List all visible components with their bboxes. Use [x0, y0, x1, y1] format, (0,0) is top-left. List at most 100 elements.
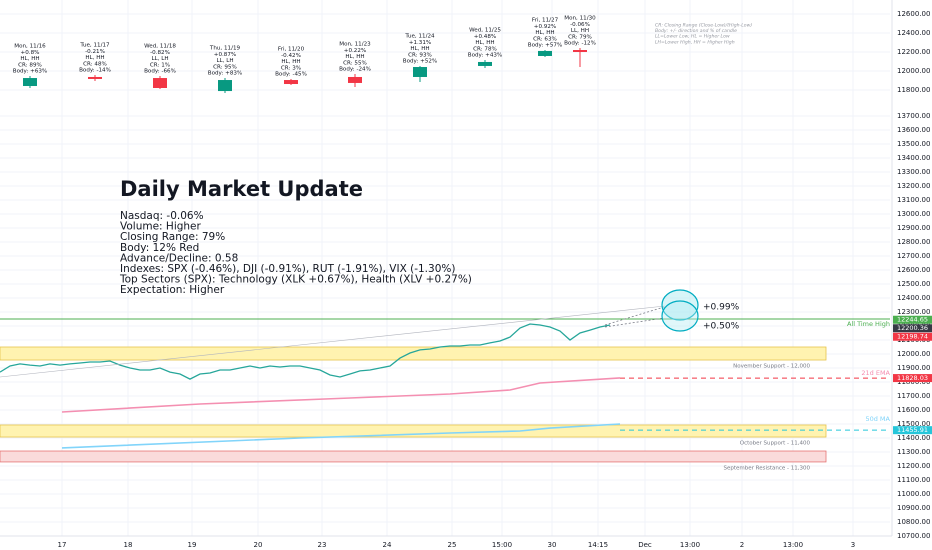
- x-tick-label: 30: [548, 541, 557, 549]
- y-tick-label: 12600.00: [897, 266, 930, 274]
- card-line: Thu, 11/19: [209, 46, 241, 52]
- card-line: LL, LH: [216, 58, 233, 64]
- card-line: CR: 3%: [281, 65, 301, 71]
- card-line: HL, HH: [281, 59, 300, 65]
- candle-body: [348, 76, 362, 83]
- price-tag-label: 12198.74: [897, 333, 928, 341]
- y-tick-label: 11000.00: [897, 490, 930, 498]
- projection-line: [604, 317, 665, 328]
- update-title: Daily Market Update: [120, 177, 363, 201]
- zone-band: [0, 424, 827, 438]
- candle-body: [538, 50, 552, 56]
- candle-body: [88, 76, 102, 79]
- y-tick-label: 12300.00: [897, 308, 930, 316]
- x-tick-label: 18: [124, 541, 133, 549]
- x-tick-label: 20: [254, 541, 263, 549]
- candle-body: [218, 80, 232, 92]
- card-line: +0.22%: [344, 48, 366, 54]
- series-label: 50d MA: [865, 415, 890, 423]
- card-line: Wed, 11/25: [469, 27, 501, 33]
- card-line: LL, LH: [151, 56, 168, 62]
- update-line: Volume: Higher: [120, 221, 202, 233]
- card-line: Body: -12%: [564, 41, 596, 47]
- card-line: Body: -66%: [144, 69, 176, 75]
- y-tick-label: 11200.00: [897, 462, 930, 470]
- y-tick-label: 13100.00: [897, 196, 930, 204]
- x-tick-label: 19: [188, 541, 197, 549]
- legend-note: LH=Lower High, HH = Higher High: [655, 39, 735, 45]
- update-line: Body: 12% Red: [120, 242, 199, 254]
- card-line: Fri, 11/27: [532, 18, 559, 24]
- legend-note: Body: +/- direction and % of candle: [655, 28, 737, 34]
- card-line: -0.82%: [150, 50, 170, 56]
- x-tick-label: 3: [851, 541, 855, 549]
- card-line: CR: 79%: [568, 34, 592, 40]
- update-line: Nasdaq: -0.06%: [120, 210, 204, 222]
- card-line: -0.21%: [85, 49, 105, 55]
- y-tick-label: 13400.00: [897, 154, 930, 162]
- y-tick-label: 12000.00: [897, 67, 930, 75]
- card-line: Tue, 11/17: [79, 42, 110, 48]
- card-line: HL, HH: [535, 30, 554, 36]
- y-tick-label: 13500.00: [897, 140, 930, 148]
- x-tick-label: Dec: [638, 541, 652, 549]
- card-line: CR: 78%: [473, 46, 497, 52]
- update-line: Closing Range: 79%: [120, 231, 225, 243]
- card-line: CR: 48%: [83, 61, 107, 67]
- series-line: [0, 323, 611, 380]
- y-tick-label: 11700.00: [897, 392, 930, 400]
- card-line: +0.8%: [21, 50, 40, 56]
- zone-band: [0, 450, 827, 463]
- price-tag-label: 11455.91: [897, 426, 928, 434]
- y-tick-label: 11100.00: [897, 476, 930, 484]
- card-line: HL, HH: [345, 54, 364, 60]
- price-tag: [893, 315, 932, 324]
- x-tick-label: 25: [448, 541, 457, 549]
- y-tick-label: 10700.00: [897, 532, 930, 540]
- update-line: Indexes: SPX (-0.46%), DJI (-0.91%), RUT…: [120, 263, 455, 275]
- x-tick-label: 13:00: [783, 541, 803, 549]
- card-line: Body: -45%: [275, 72, 307, 78]
- x-tick-label: 15:00: [492, 541, 512, 549]
- y-tick-label: 11900.00: [897, 364, 930, 372]
- card-line: Mon, 11/30: [564, 16, 596, 22]
- card-line: CR: 95%: [213, 64, 237, 70]
- zone-label: November Support - 12,000: [733, 364, 810, 370]
- candle-body: [284, 80, 298, 85]
- update-line: Advance/Decline: 0.58: [120, 252, 238, 264]
- target-label: +0.50%: [703, 322, 740, 332]
- y-tick-label: 12600.00: [897, 10, 930, 18]
- card-line: CR: 89%: [18, 62, 42, 68]
- card-line: Body: +63%: [13, 69, 48, 75]
- zone-label: October Support - 11,400: [740, 441, 811, 447]
- x-tick-label: 23: [318, 541, 327, 549]
- card-line: LL, HH: [571, 28, 589, 34]
- card-line: Tue, 11/24: [404, 33, 435, 39]
- x-tick-label: 17: [58, 541, 67, 549]
- y-tick-label: 10900.00: [897, 504, 930, 512]
- price-tag: [893, 324, 932, 333]
- x-tick-label: 13:00: [680, 541, 700, 549]
- card-line: Body: -24%: [339, 67, 371, 73]
- y-tick-label: 13000.00: [897, 210, 930, 218]
- card-line: HL, HH: [85, 55, 104, 61]
- card-line: Body: -14%: [79, 68, 111, 74]
- card-line: -0.06%: [570, 22, 590, 28]
- level-label: All Time High: [847, 320, 890, 328]
- card-line: Body: +83%: [208, 71, 243, 77]
- y-tick-label: 12400.00: [897, 294, 930, 302]
- y-tick-label: 12700.00: [897, 252, 930, 260]
- card-line: HL, HH: [410, 46, 429, 52]
- candle-body: [573, 50, 587, 52]
- card-line: Body: +52%: [403, 59, 438, 65]
- series-line: [61, 423, 621, 449]
- legend-note: LL=Lower Low, HL = Higher Low: [655, 34, 730, 40]
- y-tick-label: 12800.00: [897, 238, 930, 246]
- y-tick-label: 13200.00: [897, 182, 930, 190]
- target-circle: [661, 289, 699, 321]
- x-tick-label: 24: [383, 541, 392, 549]
- card-line: Fri, 11/20: [278, 46, 305, 52]
- series-line: [61, 377, 621, 413]
